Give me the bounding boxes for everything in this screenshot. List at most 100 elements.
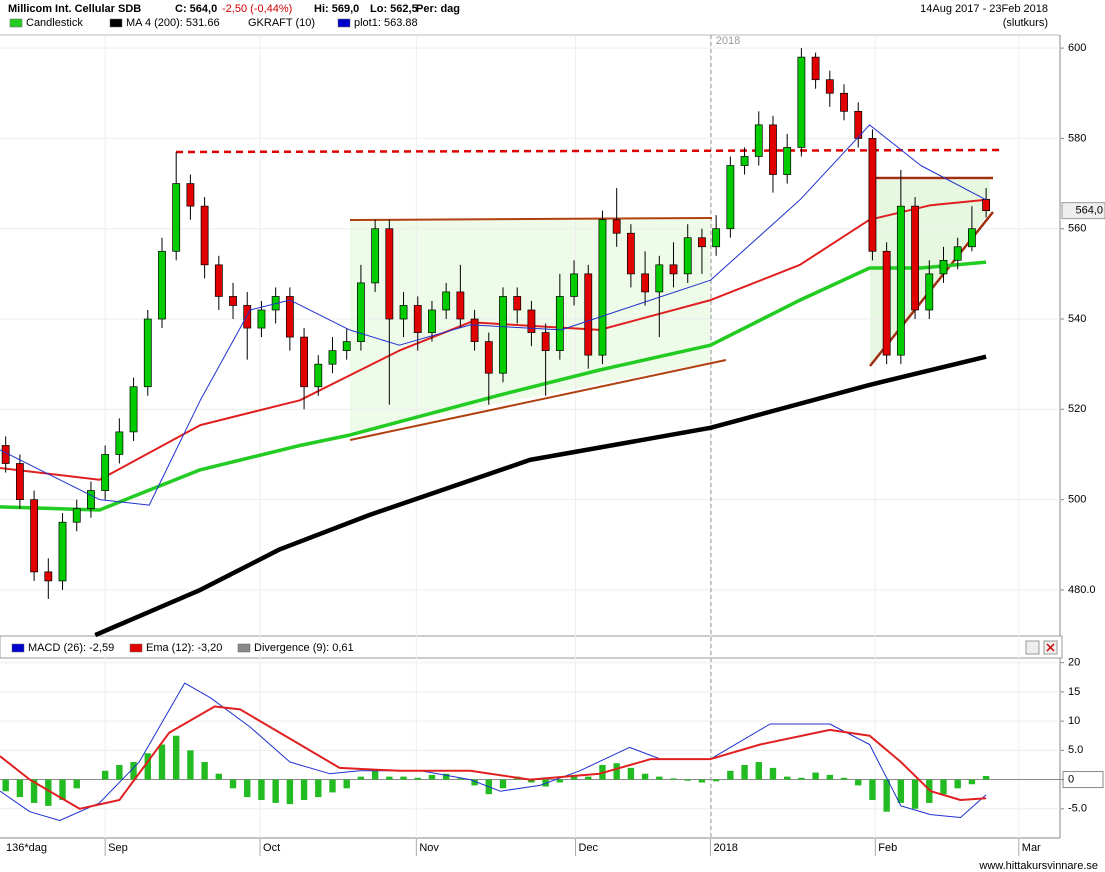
histogram-bar bbox=[30, 779, 38, 803]
candle-body bbox=[570, 273, 578, 297]
legend-swatch bbox=[237, 643, 251, 653]
candle-body bbox=[357, 282, 365, 342]
candle-body bbox=[896, 205, 905, 356]
candle-body bbox=[726, 165, 735, 230]
candle-body bbox=[769, 124, 777, 175]
histogram-bar bbox=[187, 750, 194, 780]
close-icon bbox=[1046, 643, 1055, 652]
histogram-bar bbox=[499, 779, 507, 789]
candle-body bbox=[300, 336, 308, 388]
histogram-bar bbox=[528, 779, 535, 783]
histogram-bar bbox=[144, 753, 151, 780]
histogram-bar bbox=[826, 774, 834, 780]
ma-line bbox=[94, 354, 987, 638]
x-tick-label: Nov bbox=[419, 842, 439, 854]
histogram-bar bbox=[940, 779, 947, 795]
candle-body bbox=[584, 273, 593, 356]
y-tick-label: 480.0 bbox=[1068, 584, 1096, 596]
y-tick-label: 560 bbox=[1068, 223, 1086, 235]
candle-body bbox=[669, 264, 678, 275]
histogram-bar bbox=[812, 772, 819, 780]
candle-body bbox=[243, 305, 252, 329]
tool-button[interactable] bbox=[1025, 640, 1040, 655]
candle-body bbox=[285, 296, 294, 338]
candle-body bbox=[655, 264, 664, 293]
candle-body bbox=[754, 124, 763, 157]
trend-line bbox=[349, 217, 713, 221]
candle-body bbox=[371, 228, 380, 284]
candle-body bbox=[811, 56, 820, 81]
histogram-bar bbox=[641, 773, 649, 780]
x-tick-label: 2018 bbox=[713, 842, 737, 854]
histogram-bar bbox=[869, 779, 876, 801]
histogram-bar bbox=[357, 776, 365, 780]
histogram-bar bbox=[570, 774, 578, 780]
x-axis-note: 136*dag bbox=[6, 842, 47, 854]
y-tick-label: 600 bbox=[1068, 42, 1086, 54]
legend-label: Candlestick bbox=[26, 17, 83, 29]
candle-body bbox=[541, 332, 550, 351]
histogram-bar bbox=[656, 776, 663, 780]
legend-swatch bbox=[9, 18, 23, 28]
high-label: Hi: 569,0 bbox=[314, 3, 359, 15]
x-tick-label: Oct bbox=[263, 842, 280, 854]
legend-swatch bbox=[109, 18, 123, 28]
histogram-bar bbox=[329, 779, 336, 793]
ma-line bbox=[0, 705, 987, 810]
y-tick-label: 10 bbox=[1068, 715, 1080, 727]
histogram-bar bbox=[769, 767, 777, 780]
histogram-bar bbox=[73, 779, 80, 789]
legend-swatch bbox=[337, 18, 351, 28]
change-label: -2,50 (-0,44%) bbox=[222, 3, 292, 15]
candle-body bbox=[698, 237, 706, 248]
candle-body bbox=[840, 92, 848, 112]
histogram-bar bbox=[755, 762, 762, 780]
histogram-bar bbox=[258, 779, 265, 801]
histogram-bar bbox=[215, 773, 223, 780]
candle-body bbox=[911, 205, 919, 311]
candle-body bbox=[982, 199, 991, 211]
histogram-bar bbox=[783, 776, 791, 780]
histogram-bar bbox=[613, 763, 620, 780]
histogram-bar bbox=[201, 762, 208, 780]
price-note: (slutkurs) bbox=[1003, 17, 1048, 29]
y-tick-label: 520 bbox=[1068, 403, 1086, 415]
y-tick-label: 5.0 bbox=[1068, 744, 1083, 756]
candle-body bbox=[413, 305, 422, 333]
histogram-bar bbox=[229, 779, 237, 789]
candle-body bbox=[484, 341, 493, 374]
histogram-bar bbox=[556, 779, 564, 783]
histogram-bar bbox=[428, 774, 436, 780]
candle-body bbox=[257, 309, 266, 329]
histogram-bar bbox=[286, 779, 294, 805]
candle-body bbox=[399, 305, 408, 320]
x-tick-label: Feb bbox=[878, 842, 897, 854]
candle-body bbox=[470, 318, 479, 342]
histogram-bar bbox=[2, 779, 9, 792]
candle-body bbox=[783, 147, 792, 175]
candle-body bbox=[200, 205, 209, 266]
candle-body bbox=[513, 296, 522, 311]
legend-swatch bbox=[11, 643, 25, 653]
histogram-bar bbox=[670, 778, 677, 780]
candle-body bbox=[442, 291, 451, 311]
candle-body bbox=[87, 490, 95, 510]
trend-line bbox=[349, 359, 727, 441]
histogram-bar bbox=[16, 779, 24, 798]
y-tick-label: 15 bbox=[1068, 686, 1080, 698]
histogram-bar bbox=[982, 775, 990, 780]
histogram-bar bbox=[343, 779, 350, 789]
legend-label: GKRAFT (10) bbox=[248, 17, 315, 29]
candle-body bbox=[30, 499, 39, 573]
candle-body bbox=[868, 138, 877, 252]
ma-line bbox=[0, 682, 987, 821]
histogram-bar bbox=[272, 779, 279, 803]
histogram-bar bbox=[911, 779, 919, 809]
resistance-line bbox=[175, 148, 1001, 154]
candle-body bbox=[953, 246, 962, 261]
histogram-bar bbox=[727, 770, 734, 780]
candle-body bbox=[101, 454, 110, 491]
y-tick-label: 540 bbox=[1068, 313, 1086, 325]
candle-body bbox=[15, 463, 24, 500]
